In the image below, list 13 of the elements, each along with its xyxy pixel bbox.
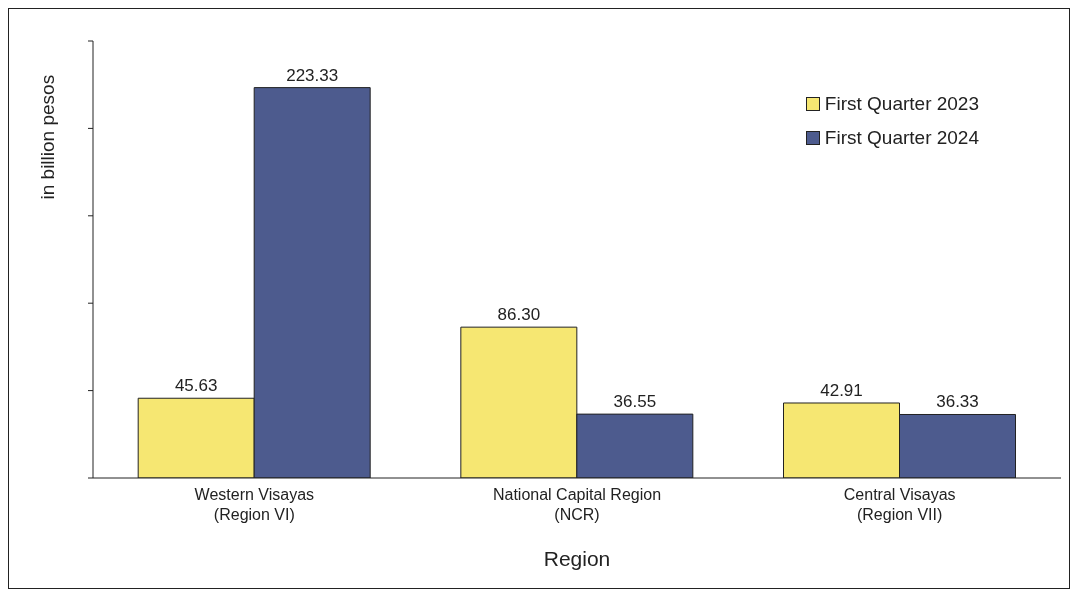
legend-label: First Quarter 2024	[824, 126, 979, 150]
data-label: 36.33	[936, 392, 979, 412]
y-axis-title: in billion pesos	[36, 74, 58, 200]
data-label: 42.91	[820, 380, 863, 400]
x-tick-label: Central Visayas (Region VII)	[843, 486, 956, 523]
x-tick-label: National Capital Region (NCR)	[492, 486, 662, 523]
x-axis-title: Region	[543, 547, 611, 570]
legend-label: First Quarter 2023	[824, 92, 979, 116]
data-label: 86.30	[497, 305, 541, 325]
data-label: 45.63	[174, 376, 218, 396]
data-label: 223.33	[286, 65, 339, 85]
x-tick-label: Western Visayas (Region VI)	[194, 486, 315, 523]
data-label: 36.55	[613, 392, 657, 412]
